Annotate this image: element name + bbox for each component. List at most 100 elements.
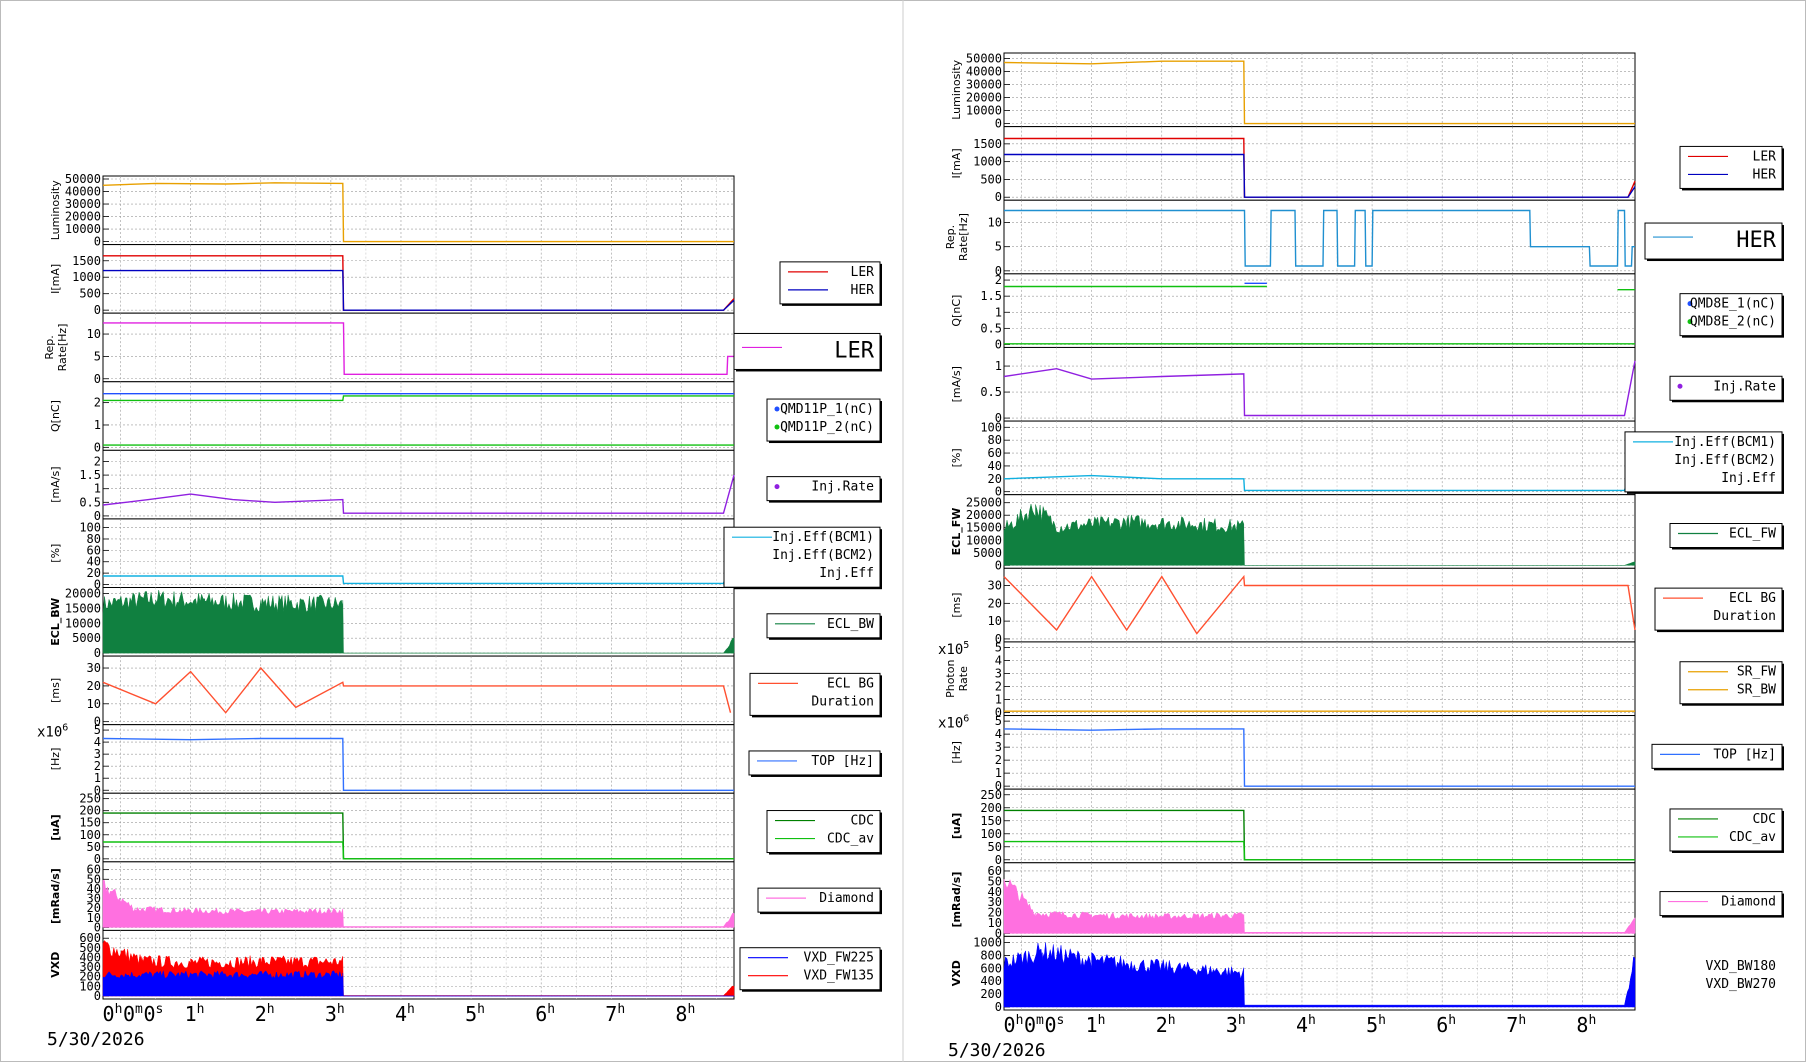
- legend-panel-11: VXD_FW225 VXD_FW135: [739, 947, 882, 992]
- y-tick-label: 10: [988, 216, 1002, 230]
- y-axis-label: ECL_FW: [950, 508, 963, 556]
- y-tick-label: 20000: [966, 91, 1002, 105]
- y-tick-label: 0: [94, 509, 101, 523]
- y-tick-label: 0: [995, 632, 1002, 646]
- x-tick-label: 7h: [605, 1002, 625, 1026]
- legend-label: QMD11P_1(nC): [780, 402, 874, 417]
- y-tick-label: 30000: [65, 197, 101, 211]
- legend-panel-5: Inj.Eff(BCM1) Inj.Eff(BCM2) Inj.Eff: [723, 526, 882, 590]
- y-tick-label: 5: [995, 641, 1002, 655]
- panel-frame: [1003, 788, 1636, 864]
- legend-panel-10: Diamond: [757, 887, 882, 915]
- y-tick-label: 30: [988, 579, 1002, 593]
- legend-marker: [774, 406, 780, 412]
- legend-panel-10: CDC CDC_av: [1669, 808, 1784, 853]
- x-tick-label: 2h: [1156, 1013, 1176, 1037]
- y-tick-label: 300: [79, 960, 101, 974]
- legend-marker: [774, 484, 780, 490]
- x-tick-label: 6h: [1436, 1013, 1456, 1037]
- panel-frame: [1003, 641, 1636, 717]
- y-tick-label: 5: [995, 714, 1002, 728]
- y-tick-label: 100: [980, 420, 1002, 434]
- panel-frame: [1003, 346, 1636, 422]
- legend-label: LER: [1753, 149, 1777, 164]
- y-tick-label: 0: [995, 337, 1002, 351]
- y-tick-label: 150: [980, 814, 1002, 828]
- y-tick-label: 0.5: [980, 321, 1002, 335]
- y-tick-label: 200: [980, 987, 1002, 1001]
- legend-box: [1679, 145, 1783, 189]
- panel-frame: [102, 655, 735, 726]
- y-axis-label: [mRad/s]: [950, 872, 963, 928]
- y-tick-label: 10: [988, 916, 1002, 930]
- panel-frame: [1003, 126, 1636, 201]
- y-tick-label: 1000: [973, 155, 1002, 169]
- y-tick-label: 20: [988, 906, 1002, 920]
- y-axis-label: [ms]: [49, 678, 62, 703]
- legend-label: CDC_av: [827, 832, 874, 847]
- legend-label: Inj.Eff(BCM1): [772, 530, 874, 545]
- legend-box: [1669, 375, 1783, 401]
- y-tick-label: 0.5: [980, 385, 1002, 399]
- x-tick-label: 6h: [535, 1002, 555, 1026]
- legend-box: [749, 672, 881, 716]
- y-tick-label: 1: [94, 418, 101, 432]
- y-tick-label: 400: [79, 950, 101, 964]
- legend-panel-8: TOP [Hz]: [748, 750, 882, 777]
- y-tick-label: 3: [995, 667, 1002, 681]
- series-line-0: [1003, 728, 1635, 787]
- panel-frame: [1003, 715, 1636, 790]
- y-tick-label: 2: [995, 680, 1002, 694]
- y-tick-label: 0: [94, 578, 101, 592]
- series-area-0: [102, 879, 735, 928]
- y-tick-label: 0: [995, 853, 1002, 867]
- series-area-0: [1003, 504, 1636, 566]
- y-tick-label: 30: [988, 895, 1002, 909]
- x-tick-label: 7h: [1506, 1013, 1526, 1037]
- x-tick-label: 5h: [465, 1002, 485, 1026]
- legend-panel-6: ECL_FW: [1669, 523, 1784, 550]
- y-axis-label: [mA/s]: [950, 366, 963, 402]
- x-tick-label: 5h: [1366, 1013, 1386, 1037]
- legend-label: HER: [1753, 167, 1777, 182]
- series-area-1: [102, 970, 734, 997]
- y-tick-label: 15000: [65, 601, 101, 615]
- series-line-0: [103, 322, 734, 375]
- panel-3: 0 0.5 1 1.5 2 Q[nC] QMD8E_1(nC) QMD8E_2(nC): [950, 273, 1784, 351]
- legend-label: Inj.Eff: [1721, 471, 1776, 486]
- x-tick-label: 3h: [1226, 1013, 1246, 1037]
- legend-box: [1669, 523, 1783, 548]
- y-tick-label: 200: [980, 801, 1002, 815]
- legend-label: QMD8E_2(nC): [1690, 315, 1776, 330]
- y-tick-label: 50000: [65, 172, 101, 186]
- panel-frame: [102, 724, 735, 794]
- y-axis-label: Q[nC]: [950, 295, 963, 327]
- y-multiplier: x106: [938, 714, 969, 732]
- legend-marker: [1687, 319, 1693, 325]
- legend-label: SR_BW: [1737, 683, 1776, 698]
- y-tick-label: 20: [988, 472, 1002, 486]
- panel-frame: [102, 381, 735, 451]
- legend-label: Inj.Eff(BCM2): [1674, 453, 1776, 468]
- y-tick-label: 100: [79, 979, 101, 993]
- series-line-1: [103, 841, 734, 860]
- y-multiplier: x106: [37, 723, 68, 741]
- y-tick-label: 2: [995, 273, 1002, 287]
- legend-box: [748, 750, 881, 776]
- y-axis-label: [uA]: [49, 814, 62, 840]
- y-tick-label: 5: [995, 240, 1002, 254]
- series-area-0: [1003, 942, 1636, 1008]
- y-tick-label: 30: [87, 661, 101, 675]
- y-tick-label: 60: [87, 863, 101, 877]
- y-tick-label: 2: [94, 454, 101, 468]
- y-tick-label: 1.5: [980, 289, 1002, 303]
- y-axis-label: Luminosity: [49, 180, 62, 240]
- y-multiplier: x105: [938, 640, 969, 658]
- panel-frame: [1003, 273, 1636, 348]
- y-tick-label: 10000: [65, 222, 101, 236]
- y-tick-label: 40: [988, 459, 1002, 473]
- legend-box: [766, 476, 881, 502]
